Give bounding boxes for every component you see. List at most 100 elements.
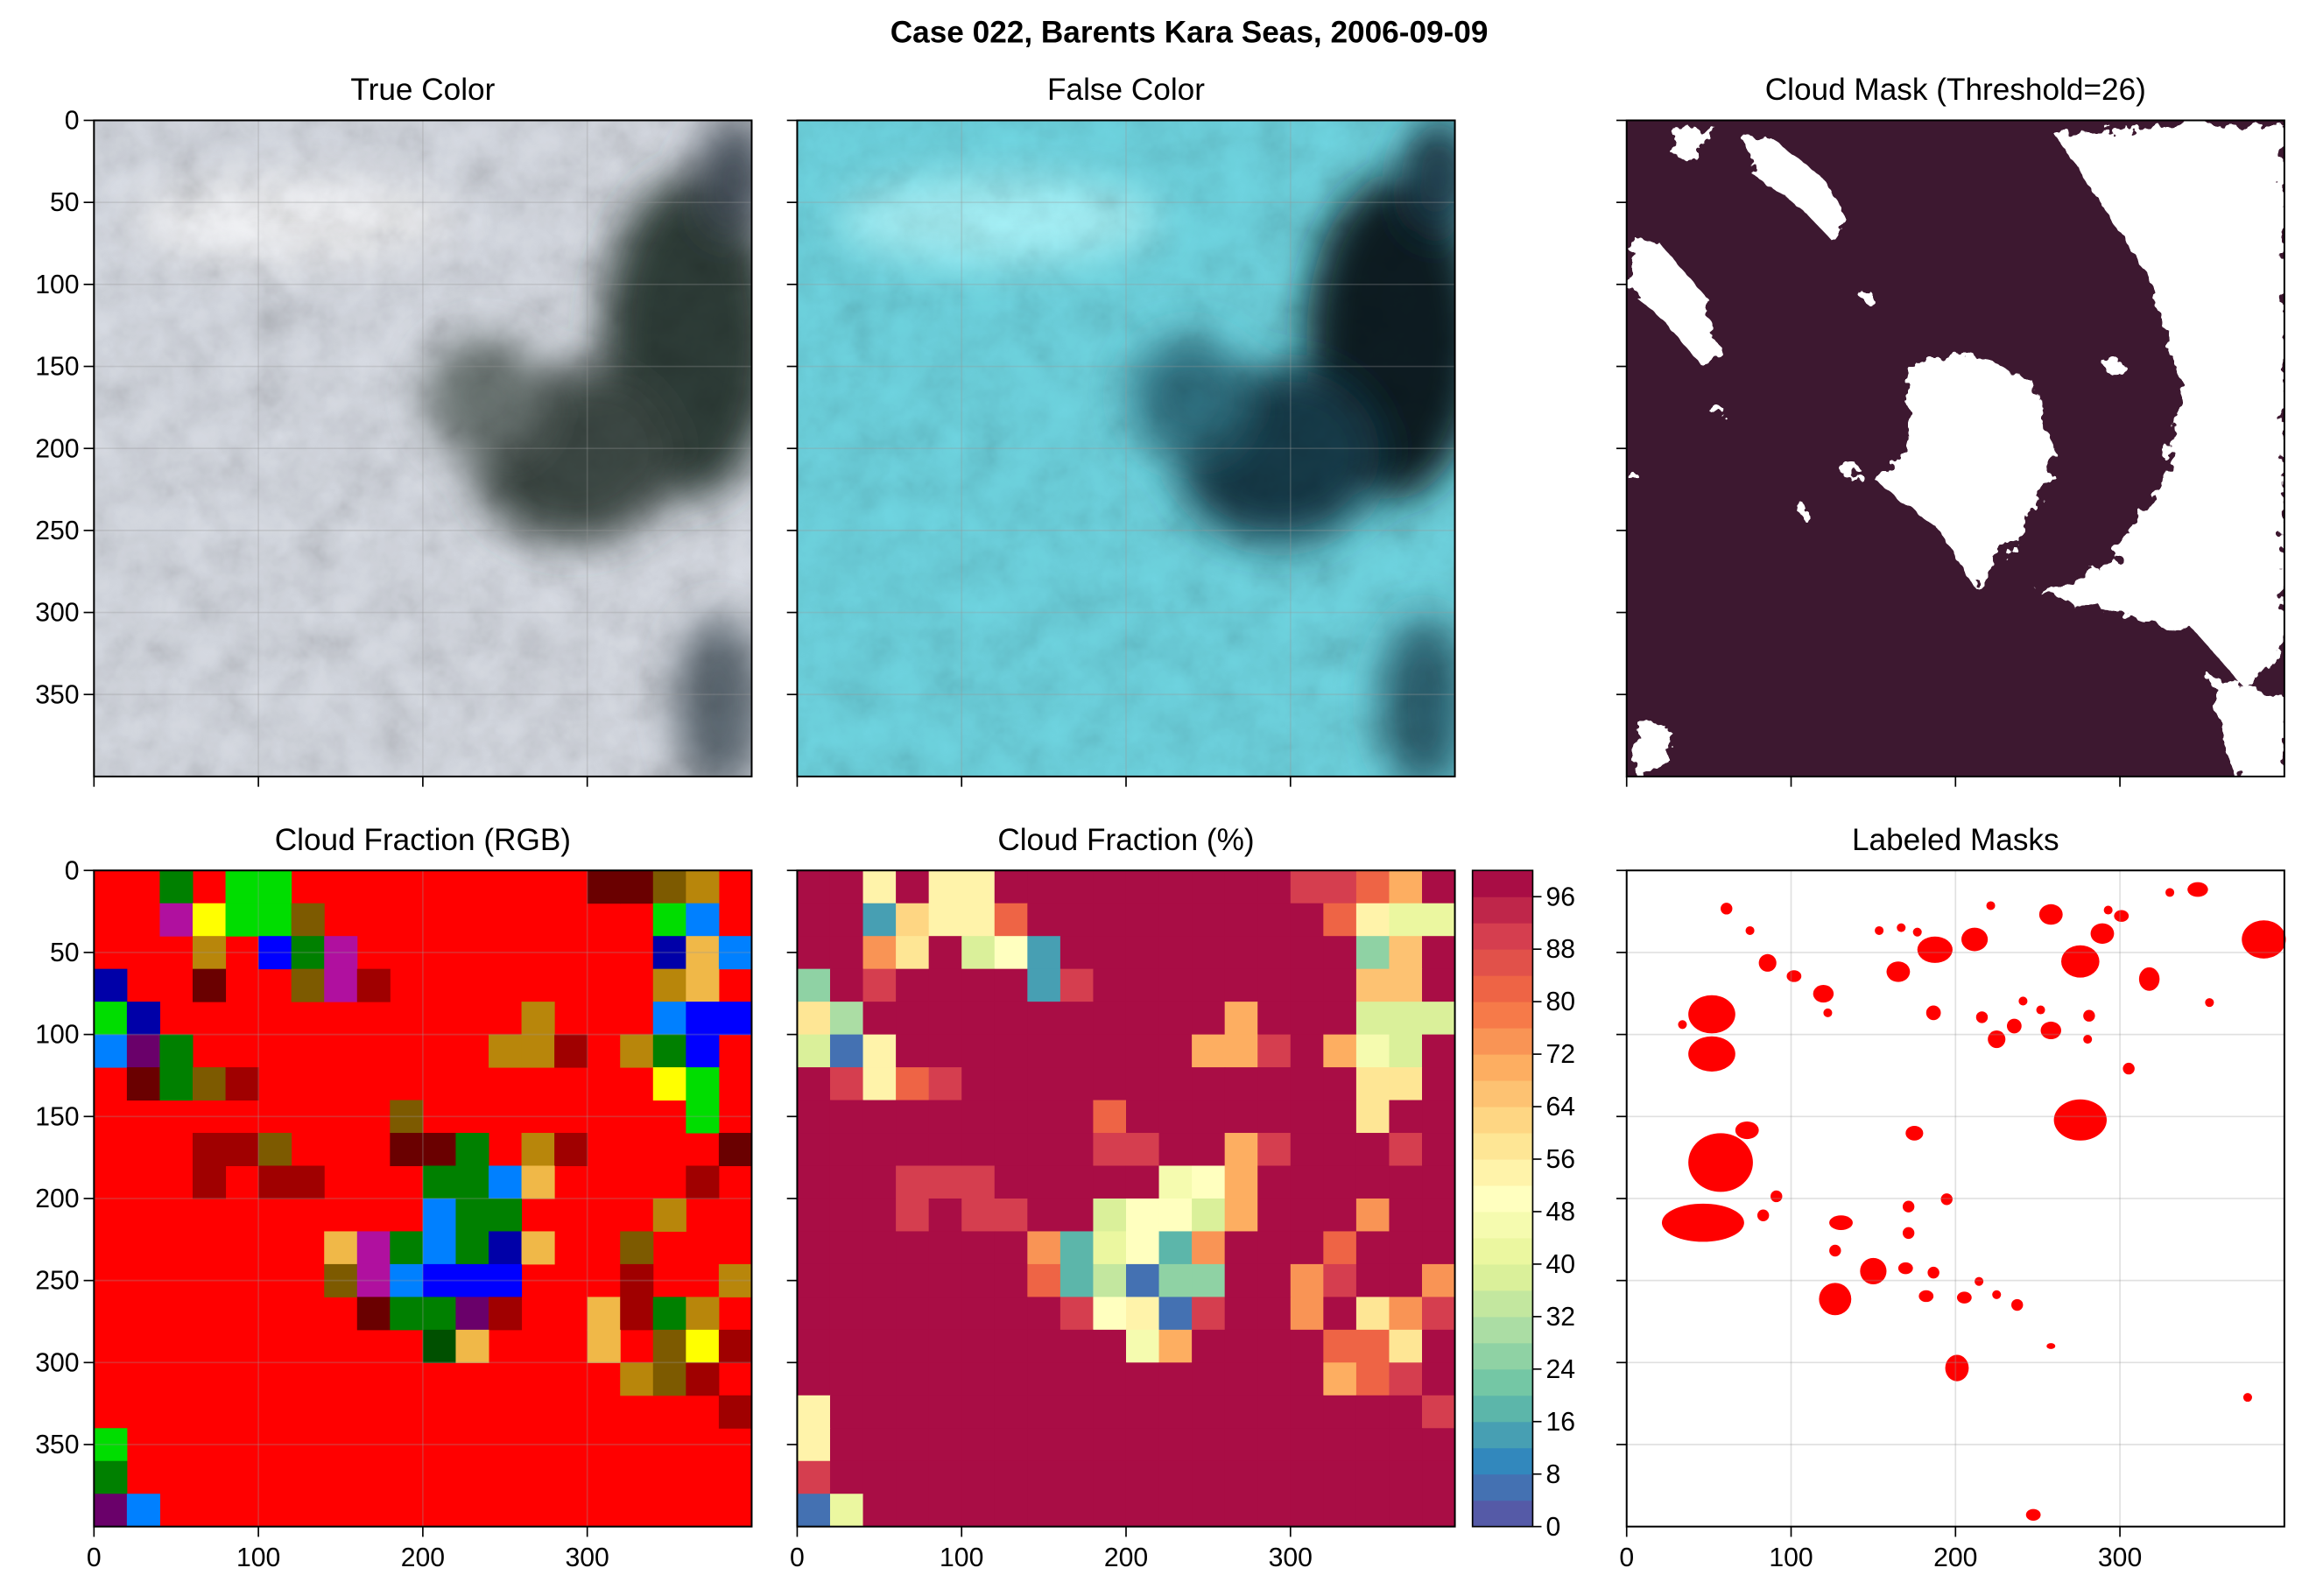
heatmap-cell — [1389, 1165, 1423, 1199]
grid-cell — [258, 1165, 292, 1199]
heatmap-cell — [1125, 1002, 1160, 1036]
heatmap-cell — [896, 1067, 930, 1101]
grid-cell — [324, 1231, 358, 1265]
grid-cell — [521, 1034, 555, 1068]
subplot-title: False Color — [1047, 73, 1205, 107]
x-tick-label: 300 — [2098, 1543, 2142, 1572]
colorbar-segment — [1472, 1159, 1533, 1186]
grid-cell — [291, 936, 325, 970]
x-tick-label: 200 — [401, 1543, 445, 1572]
heatmap-cell — [928, 903, 962, 937]
heatmap-cell — [797, 1460, 831, 1494]
heatmap-cell — [1389, 1231, 1423, 1265]
y-tick-label: 150 — [35, 1102, 79, 1131]
heatmap-cell — [797, 1100, 831, 1134]
heatmap-cell — [1192, 1133, 1226, 1166]
heatmap-cell — [928, 1231, 962, 1265]
grid-cell — [126, 1067, 160, 1101]
heatmap-cell — [1323, 968, 1357, 1002]
heatmap-cell — [1027, 1165, 1061, 1199]
y-tick-label: 250 — [35, 517, 79, 545]
heatmap-cell — [1192, 1002, 1226, 1036]
heatmap-cell — [1224, 1362, 1258, 1396]
heatmap-cell — [1059, 936, 1094, 970]
heatmap-cell — [797, 1133, 831, 1166]
mask-blob — [2083, 1009, 2095, 1022]
y-tick-label: 350 — [35, 1431, 79, 1459]
heatmap-cell — [1027, 870, 1061, 904]
heatmap-cell — [1224, 1165, 1258, 1199]
heatmap-cell — [994, 1362, 1028, 1396]
heatmap-cell — [1257, 1034, 1292, 1068]
heatmap-cell — [928, 1362, 962, 1396]
heatmap-cell — [862, 1198, 897, 1232]
heatmap-cell — [1158, 1329, 1193, 1363]
heatmap-cell — [1158, 1034, 1193, 1068]
heatmap-cell — [829, 1165, 864, 1199]
subplot-title: Cloud Fraction (RGB) — [275, 823, 571, 857]
heatmap-cell — [1125, 1395, 1160, 1429]
panel: 0 8 16 24 32 40 48 56 64 72 80 88 96 Cloud Fraction (… — [786, 823, 1576, 1572]
grid-cell — [291, 1165, 325, 1199]
colorbar-segment — [1472, 1395, 1533, 1423]
figure-title: Case 022, Barents Kara Seas, 2006-09-09 — [891, 16, 1489, 50]
heatmap-cell — [1389, 1428, 1423, 1462]
heatmap-cell — [1323, 1034, 1357, 1068]
grid-cell — [225, 1067, 259, 1101]
y-tick-label: 300 — [35, 1348, 79, 1377]
heatmap-cell — [829, 1329, 864, 1363]
mask-blob — [1770, 1190, 1783, 1203]
heatmap-cell — [1027, 1100, 1061, 1134]
heatmap-cell — [1125, 1165, 1160, 1199]
heatmap-cell — [1355, 1067, 1390, 1101]
grid-cell — [291, 968, 325, 1002]
mask-blob — [2053, 1099, 2107, 1141]
heatmap-cell — [961, 1362, 996, 1396]
grid-cell — [126, 1034, 160, 1068]
grid-cell — [620, 1263, 654, 1297]
grid-cell — [324, 968, 358, 1002]
heatmap-cell — [1290, 936, 1324, 970]
heatmap-cell — [797, 1034, 831, 1068]
grid-cell — [587, 1329, 621, 1363]
mask-blob — [2036, 1005, 2045, 1015]
heatmap-cell — [1224, 1067, 1258, 1101]
heatmap-cell — [1422, 870, 1456, 904]
colorbar-segment — [1472, 1237, 1533, 1265]
heatmap-cell — [862, 1100, 897, 1134]
heatmap-cell — [1125, 1297, 1160, 1331]
grid-cell — [455, 1231, 489, 1265]
grid-cell — [652, 1002, 686, 1036]
heatmap-cell — [1355, 968, 1390, 1002]
heatmap-cell — [829, 903, 864, 937]
grid-cell — [126, 1494, 160, 1528]
grid-cell — [652, 968, 686, 1002]
heatmap-cell — [1389, 1198, 1423, 1232]
grid-cell — [686, 968, 720, 1002]
colorbar-tick-label: 32 — [1546, 1303, 1576, 1332]
heatmap-cell — [1158, 1263, 1193, 1297]
heatmap-cell — [1422, 903, 1456, 937]
grid-cell — [94, 968, 128, 1002]
heatmap-cell — [1093, 1494, 1127, 1528]
heatmap-cell — [1125, 1494, 1160, 1528]
heatmap-cell — [1290, 1198, 1324, 1232]
mask-blob — [1829, 1215, 1853, 1231]
grid-cell — [652, 1067, 686, 1101]
heatmap-cell — [1027, 1494, 1061, 1528]
heatmap-cell — [961, 1460, 996, 1494]
mask-blob — [1925, 1005, 1941, 1021]
heatmap-cell — [1290, 1034, 1324, 1068]
heatmap-cell — [1323, 1198, 1357, 1232]
mask-blob — [1905, 1125, 1924, 1141]
heatmap-cell — [961, 968, 996, 1002]
heatmap-cell — [1389, 1034, 1423, 1068]
heatmap-cell — [994, 1133, 1028, 1166]
heatmap-cell — [1192, 1329, 1226, 1363]
heatmap-cell — [1059, 1165, 1094, 1199]
y-tick-label: 50 — [50, 188, 80, 217]
heatmap-cell — [1059, 1494, 1094, 1528]
heatmap-cell — [1093, 1198, 1127, 1232]
mask-blob — [1813, 985, 1834, 1003]
colorbar-segment — [1472, 1002, 1533, 1029]
